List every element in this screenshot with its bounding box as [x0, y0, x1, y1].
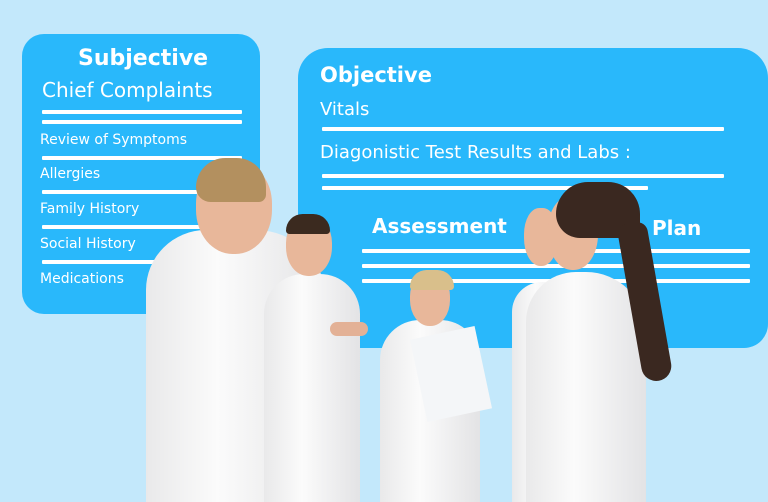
plan-label: Plan	[652, 216, 702, 240]
divider	[362, 264, 750, 268]
family-history-label: Family History	[40, 201, 140, 217]
review-of-symptoms-label: Review of Symptoms	[40, 132, 188, 148]
divider	[322, 174, 724, 178]
divider	[42, 156, 242, 160]
divider	[42, 120, 242, 124]
divider	[42, 110, 242, 114]
subjective-title: Subjective	[78, 46, 209, 71]
chief-complaints-label: Chief Complaints	[42, 78, 213, 102]
divider	[42, 260, 242, 264]
divider	[322, 186, 648, 190]
allergies-label: Allergies	[40, 166, 101, 182]
objective-title: Objective	[320, 63, 432, 87]
divider	[42, 225, 242, 229]
medications-label: Medications	[40, 271, 124, 287]
divider	[42, 190, 242, 194]
social-history-label: Social History	[40, 236, 136, 252]
vitals-label: Vitals	[320, 99, 370, 120]
assessment-label: Assessment	[372, 214, 507, 238]
labs-label: Diagonistic Test Results and Labs :	[320, 142, 631, 163]
divider	[322, 127, 724, 131]
